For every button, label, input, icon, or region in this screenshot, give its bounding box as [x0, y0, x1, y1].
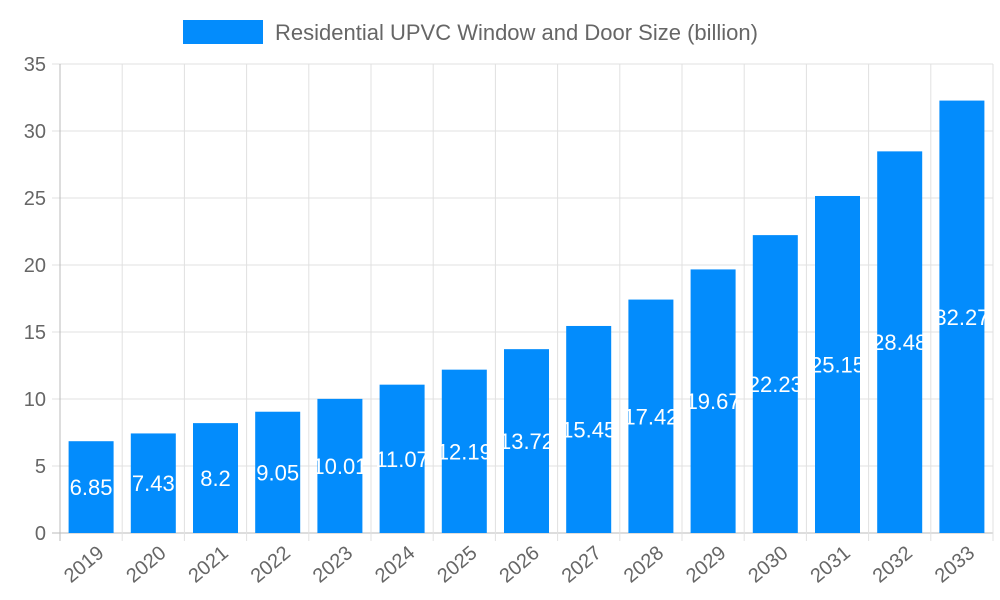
- data-label: 15.45: [561, 417, 616, 442]
- y-tick-label: 0: [35, 523, 46, 545]
- x-tick-label: 2020: [122, 542, 170, 587]
- y-tick-label: 5: [35, 456, 46, 478]
- y-tick-label: 30: [24, 121, 46, 143]
- data-label: 13.72: [499, 429, 554, 454]
- x-tick-label: 2031: [806, 542, 854, 587]
- bar: [566, 325, 612, 533]
- y-tick-label: 10: [24, 389, 46, 411]
- data-label: 9.05: [256, 460, 299, 485]
- x-tick-label: 2033: [931, 542, 979, 587]
- bar: [193, 423, 238, 533]
- bar: [628, 299, 674, 533]
- legend[interactable]: Residential UPVC Window and Door Size (b…: [183, 20, 758, 45]
- x-tick-label: 2023: [309, 542, 357, 587]
- data-label: 28.48: [872, 330, 927, 355]
- bar: [317, 398, 363, 533]
- x-axis: 2019 2020 2021 2022 2023 2024 2025 2026 2027 2028…: [60, 542, 979, 587]
- y-tick-label: 15: [24, 322, 46, 344]
- x-tick-label: 2019: [60, 542, 108, 587]
- x-tick-label: 2024: [371, 542, 419, 587]
- y-tick-label: 25: [24, 188, 46, 210]
- data-label: 22.23: [748, 372, 803, 397]
- y-axis: 0 5 10 15 20 25 30 35: [24, 54, 46, 545]
- data-label: 7.43: [132, 471, 175, 496]
- x-tick-label: 2029: [682, 542, 730, 587]
- bar: [441, 369, 487, 533]
- bar: [939, 100, 985, 533]
- data-labels: 6.85 7.43 8.2 9.05 10.01 11.07 12.19 13.72 15.45…: [70, 305, 990, 500]
- bar: [752, 235, 798, 534]
- x-tick-label: 2030: [744, 542, 792, 587]
- data-label: 12.19: [437, 439, 492, 464]
- bar: [504, 349, 549, 533]
- x-tick-label: 2028: [620, 542, 668, 587]
- data-label: 11.07: [375, 447, 428, 472]
- data-label: 17.42: [623, 404, 678, 429]
- grid: [52, 63, 994, 541]
- data-label: 8.2: [200, 466, 231, 491]
- legend-label: Residential UPVC Window and Door Size (b…: [275, 20, 758, 45]
- x-tick-label: 2022: [247, 542, 295, 587]
- bar: [379, 384, 425, 533]
- x-tick-label: 2025: [433, 542, 481, 587]
- bar: [130, 433, 176, 533]
- x-tick-label: 2032: [869, 542, 917, 587]
- data-label: 19.67: [686, 389, 741, 414]
- data-label: 10.01: [312, 454, 367, 479]
- legend-swatch: [183, 20, 263, 44]
- bar: [255, 411, 301, 533]
- bar: [877, 151, 923, 534]
- data-label: 25.15: [810, 352, 865, 377]
- bar: [68, 441, 114, 533]
- y-tick-label: 20: [24, 255, 46, 277]
- bars: [68, 100, 985, 534]
- bar: [815, 195, 860, 534]
- data-label: 6.85: [70, 475, 113, 500]
- x-tick-label: 2026: [495, 542, 543, 587]
- bar: [690, 269, 736, 533]
- data-label: 32.27: [934, 305, 989, 330]
- x-tick-label: 2027: [558, 542, 606, 587]
- x-tick-label: 2021: [184, 542, 232, 587]
- y-tick-label: 35: [24, 54, 46, 76]
